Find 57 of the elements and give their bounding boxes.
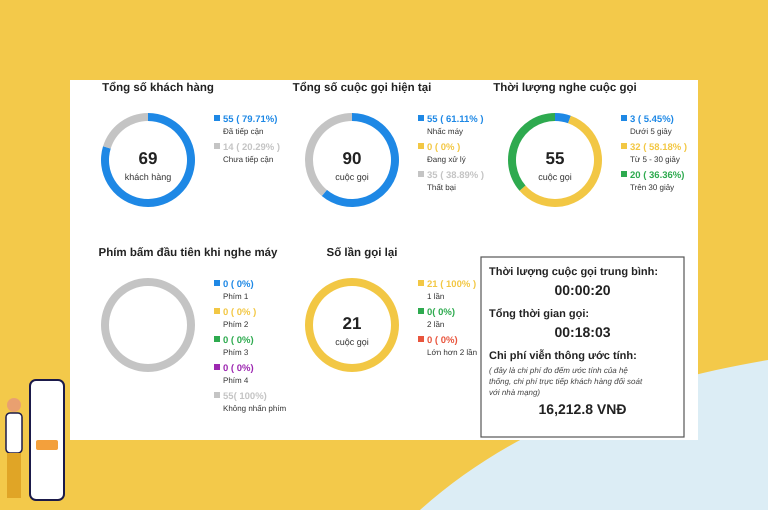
legend-label: Lớn hơn 2 lần [427,348,478,357]
legend-label: Chưa tiếp cận [223,155,274,164]
legend-label: Thất bại [427,183,456,192]
text: khách hàng [124,172,172,182]
legend-label: Phím 3 [223,348,249,357]
text: 0 ( 0% ) [427,142,460,153]
text: Chi phí viễn thông ước tính: [489,349,637,362]
data-label: 32 ( 58.18% ) [630,142,688,153]
legend-label: Không nhấn phím [223,404,286,413]
legend-label: Đang xử lý [427,155,466,164]
donut-slice [555,113,571,124]
chart-title: Tổng số cuộc gọi hiện tại [292,81,432,94]
data-label: 3 ( 5.45%) [630,114,674,125]
legend-label: Phím 2 [223,320,249,329]
data-label: 35 ( 38.89% ) [427,170,484,181]
data-label: 20 ( 36.36%) [630,170,684,181]
donut-slice [103,113,148,149]
text: 0 ( 0%) [427,335,458,346]
text: ( đây là chi phí đo đếm ước tính của hệ thống, chi phí trực tiếp khách hàng đối soát với nhà mạng) [489,366,643,397]
donut-slice [101,113,195,207]
text: 69 [138,149,158,168]
legend-label: Trên 30 giây [630,183,674,192]
legend-label: Từ 5 - 30 giây [630,155,680,164]
legend-label: Dưới 5 giây [630,127,672,136]
text: 0 ( 0%) [223,279,254,290]
text: 55 [546,149,564,168]
data-label: 14 ( 20.29% ) [223,142,280,153]
chart-title: Số lần gọi lại [326,247,398,259]
text: Tổng thời gian gọi: [489,308,590,320]
text: 0 ( 0%) [223,363,254,374]
text: 0 ( 0%) [223,335,254,346]
chart-title: Phím bấm đầu tiên khi nghe máy [98,247,278,259]
legend-label: 2 lần [427,320,444,329]
chart-title: Thời lượng nghe cuộc gọi [493,82,637,94]
text: 90 [342,149,362,168]
data-label: 55 ( 79.71%) [223,114,278,125]
data-label: 55( 100%) [223,391,267,402]
text: 16,212.8 VNĐ [538,401,626,417]
legend-label: Phím 4 [223,376,249,385]
donut-slice [519,116,602,207]
text: 00:18:03 [554,324,611,340]
legend-label: Nhấc máy [427,127,464,136]
text: 0( 0%) [427,307,455,318]
legend-label: 1 lần [427,292,444,301]
data-label: 21 ( 100% ) [427,279,476,290]
chart-title: Tổng số khách hàng [102,81,214,94]
text: Thời lượng cuộc gọi trung bình: [489,266,658,278]
donut-slice [322,113,399,207]
text: 00:00:20 [554,282,611,298]
text: 21 [342,314,362,333]
text: 0 ( 0% ) [223,307,256,318]
legend-label: Đã tiếp cận [223,127,264,136]
text: cuộc gọi [538,172,572,182]
text: cuộc gọi [335,337,369,347]
legend-label: Phím 1 [223,292,249,301]
text: cuộc gọi [335,172,369,182]
data-label: 55 ( 61.11% ) [427,114,484,125]
